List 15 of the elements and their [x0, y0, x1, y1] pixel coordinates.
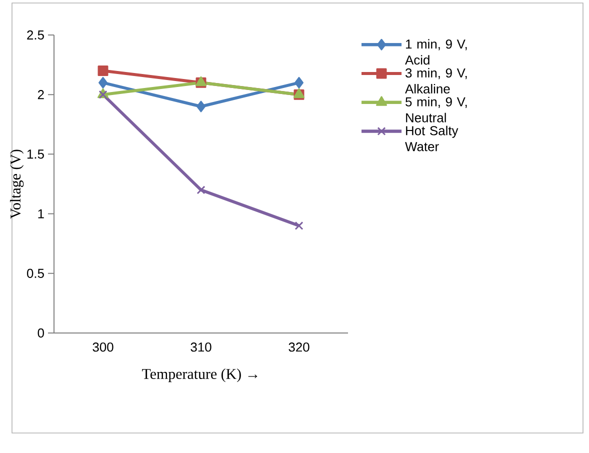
y-axis-title: Voltage (V) — [10, 150, 24, 219]
y-tick-label: 2.5 — [27, 30, 44, 40]
y-tick-label: 0 — [38, 328, 44, 338]
x-axis-title: Temperature (K) → — [142, 368, 258, 382]
legend-label: 5 min, 9 V, Neutral — [406, 96, 467, 122]
y-tick-label: 2 — [38, 90, 44, 100]
x-tick-label: 300 — [92, 342, 114, 352]
y-tick-label: 1.5 — [27, 150, 44, 159]
x-tick-label: 320 — [288, 342, 310, 352]
x-tick-label: 310 — [190, 342, 212, 352]
legend-label: 3 min, 9 V, Alkaline — [405, 68, 467, 94]
y-tick-label: 1 — [38, 209, 44, 218]
y-tick-label: 0.5 — [26, 268, 44, 278]
legend-label: Hot Salty Water — [405, 126, 458, 152]
legend-label: 1 min, 9 V, Acid — [405, 39, 467, 65]
